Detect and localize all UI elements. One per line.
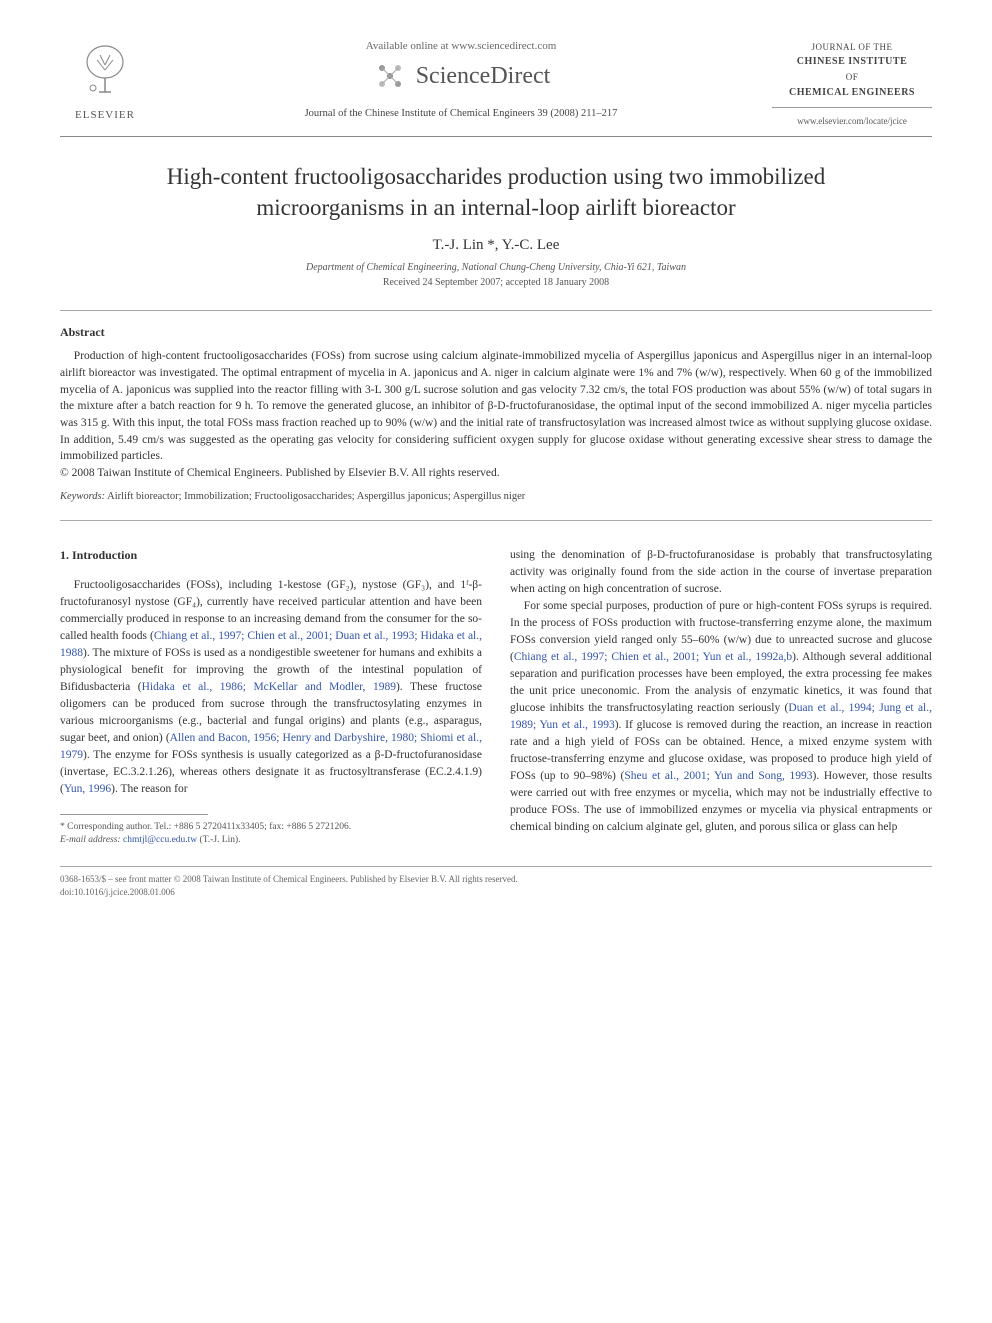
elsevier-logo: ELSEVIER — [60, 40, 150, 121]
sciencedirect-brand: ScienceDirect — [170, 58, 752, 94]
intro-paragraph-1: Fructooligosaccharides (FOSs), including… — [60, 577, 482, 798]
footnote-divider — [60, 814, 208, 815]
corresponding-author-footnote: * Corresponding author. Tel.: +886 5 272… — [60, 821, 482, 848]
journal-box-line1: JOURNAL OF THE — [772, 40, 932, 54]
authors-text: T.-J. Lin *, Y.-C. Lee — [433, 237, 560, 253]
keywords: Keywords: Airlift bioreactor; Immobiliza… — [60, 491, 932, 502]
sciencedirect-text: ScienceDirect — [416, 63, 551, 90]
available-online-text: Available online at www.sciencedirect.co… — [170, 40, 752, 52]
left-column: 1. Introduction Fructooligosaccharides (… — [60, 547, 482, 848]
keywords-text: Airlift bioreactor; Immobilization; Fruc… — [105, 491, 525, 502]
article-title: High-content fructooligosaccharides prod… — [100, 161, 892, 223]
footnote-corr: * Corresponding author. Tel.: +886 5 272… — [60, 821, 482, 834]
page-header: ELSEVIER Available online at www.science… — [60, 40, 932, 128]
abstract-bottom-divider — [60, 520, 932, 521]
abstract-copyright: © 2008 Taiwan Institute of Chemical Engi… — [60, 467, 932, 479]
footer-doi: doi:10.1016/j.jcice.2008.01.006 — [60, 886, 932, 900]
footer: 0368-1653/$ – see front matter © 2008 Ta… — [60, 873, 932, 900]
body-columns: 1. Introduction Fructooligosaccharides (… — [60, 547, 932, 848]
authors: T.-J. Lin *, Y.-C. Lee — [60, 237, 932, 254]
citation[interactable]: Chiang et al., 1997; Chien et al., 2001;… — [514, 651, 792, 663]
intro-paragraph-1-cont: using the denomination of β-D-fructofura… — [510, 547, 932, 598]
citation[interactable]: Hidaka et al., 1986; McKellar and Modler… — [142, 681, 396, 693]
journal-box-line3: OF — [772, 70, 932, 84]
footnote-email-label: E-mail address: — [60, 835, 121, 845]
journal-url: www.elsevier.com/locate/jcice — [772, 114, 932, 128]
journal-box-divider — [772, 107, 932, 108]
footnote-email-line: E-mail address: chmtjl@ccu.edu.tw (T.-J.… — [60, 834, 482, 847]
journal-box-line2: CHINESE INSTITUTE — [772, 54, 932, 70]
footnote-email-suffix: (T.-J. Lin). — [197, 835, 240, 845]
citation[interactable]: Sheu et al., 2001; Yun and Song, 1993 — [624, 770, 812, 782]
journal-title-box: JOURNAL OF THE CHINESE INSTITUTE OF CHEM… — [772, 40, 932, 128]
journal-box-line4: CHEMICAL ENGINEERS — [772, 85, 932, 101]
elsevier-tree-icon — [75, 40, 135, 100]
footer-issn: 0368-1653/$ – see front matter © 2008 Ta… — [60, 873, 932, 887]
right-column: using the denomination of β-D-fructofura… — [510, 547, 932, 848]
section-1-heading: 1. Introduction — [60, 547, 482, 565]
citation[interactable]: Yun, 1996 — [64, 783, 111, 795]
header-divider — [60, 136, 932, 137]
abstract-text: Production of high-content fructooligosa… — [60, 348, 932, 465]
affiliation: Department of Chemical Engineering, Nati… — [60, 262, 932, 273]
sciencedirect-icon — [372, 58, 408, 94]
journal-reference: Journal of the Chinese Institute of Chem… — [170, 108, 752, 119]
abstract-heading: Abstract — [60, 325, 932, 340]
footer-divider — [60, 866, 932, 867]
center-header: Available online at www.sciencedirect.co… — [150, 40, 772, 119]
elsevier-label: ELSEVIER — [60, 109, 150, 121]
footnote-email-link[interactable]: chmtjl@ccu.edu.tw — [123, 835, 197, 845]
abstract-top-divider — [60, 310, 932, 311]
intro-paragraph-2: For some special purposes, production of… — [510, 598, 932, 836]
article-dates: Received 24 September 2007; accepted 18 … — [60, 277, 932, 288]
keywords-label: Keywords: — [60, 491, 105, 502]
